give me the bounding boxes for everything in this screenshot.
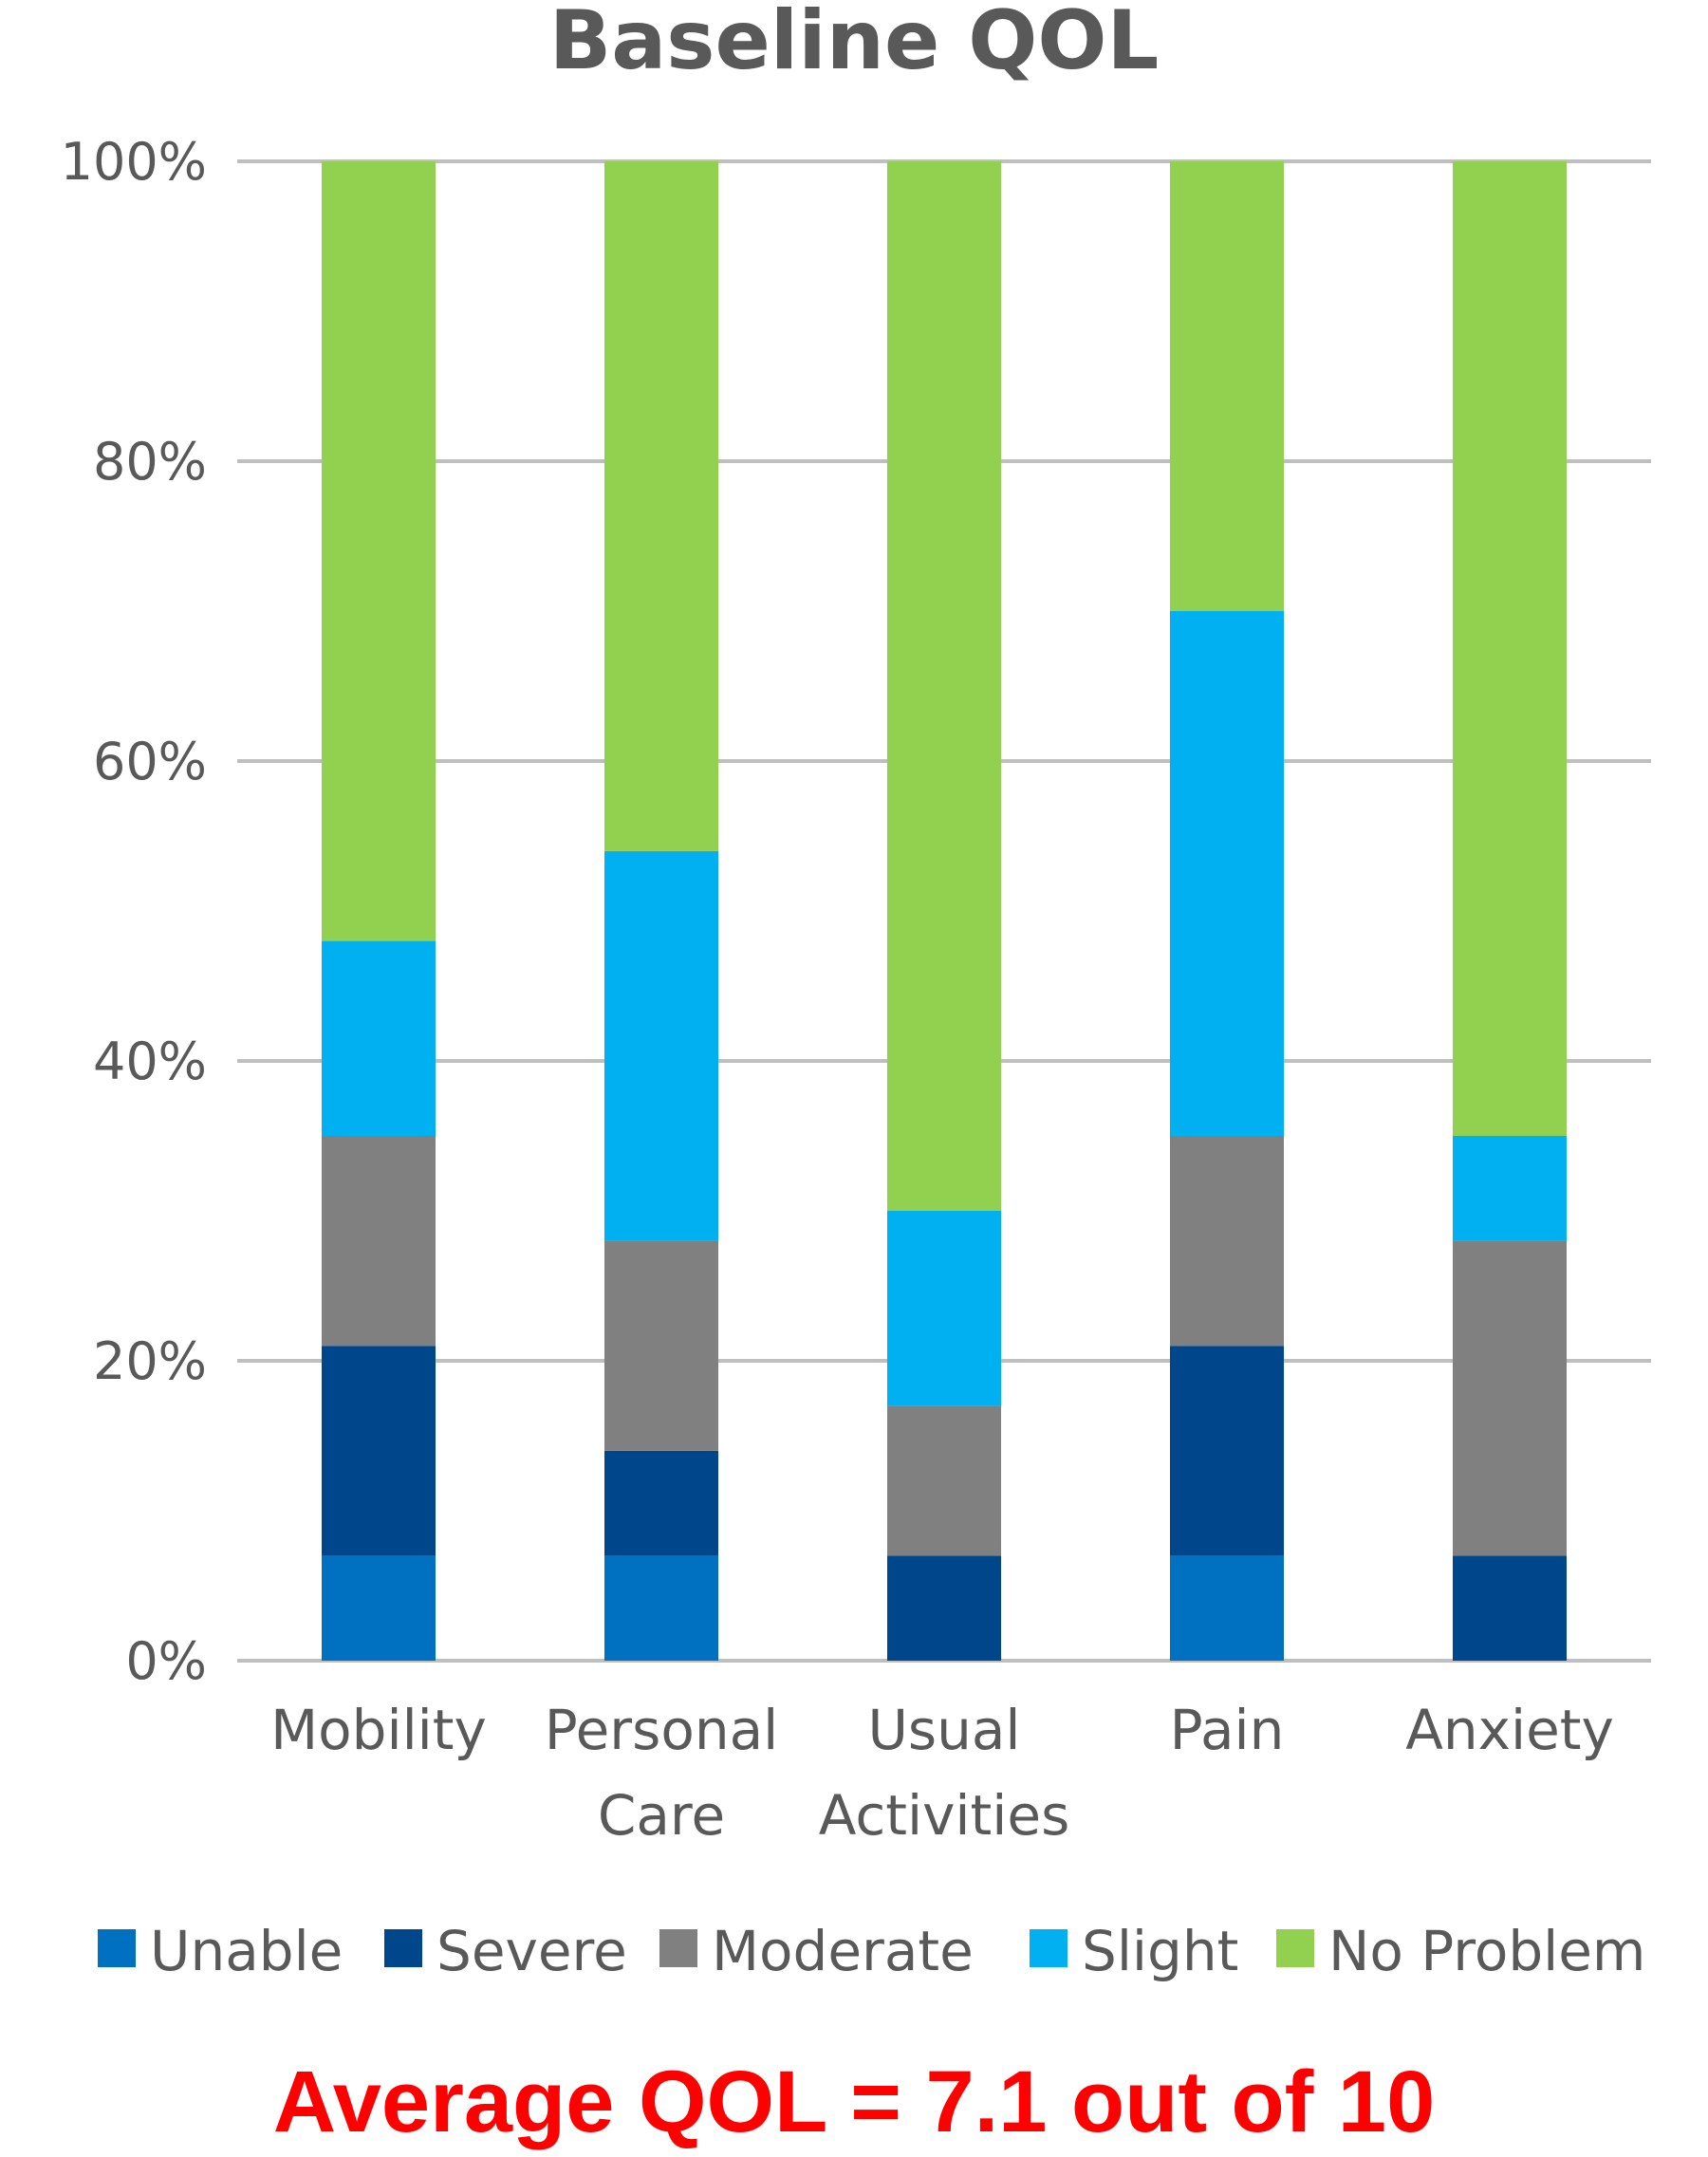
bar-segment-unable [604,1555,718,1661]
legend-label: No Problem [1328,1919,1645,1983]
x-category-label: Pain [1170,1698,1285,1762]
bar-segment-severe [1170,1346,1284,1556]
y-tick-label: 20% [93,1331,207,1391]
bar-segment-slight [887,1211,1001,1406]
y-tick-label: 100% [61,132,207,192]
x-axis-labels: Mobility Personal Care Usual Activities Pain A… [270,1698,1614,1848]
legend-label: Moderate [712,1919,974,1983]
bar-segment-moderate [1453,1240,1567,1556]
legend-swatch-no-problem [1276,1929,1314,1967]
legend-swatch-unable [98,1929,136,1967]
bar-segment-severe [604,1450,718,1556]
legend-swatch-moderate [659,1929,697,1967]
bar-segment-no-problem [1170,161,1284,611]
bar-segment-slight [604,850,718,1241]
bar-segment-moderate [1170,1136,1284,1347]
bar-segment-unable [1170,1555,1284,1661]
legend-swatch-slight [1030,1929,1068,1967]
bar-segment-moderate [887,1405,1001,1556]
y-tick-label: 40% [93,1032,207,1091]
legend-label: Slight [1082,1919,1238,1983]
bar-segment-slight [1453,1136,1567,1241]
y-tick-label: 80% [93,432,207,492]
bar-segment-moderate [322,1136,436,1347]
y-tick-label: 60% [93,732,207,791]
bar-segment-no-problem [1453,161,1567,1136]
bar-segment-unable [322,1555,436,1661]
bar-segment-severe [1453,1555,1567,1661]
bar-segment-no-problem [604,161,718,851]
bars [322,161,1567,1661]
y-axis-ticks: 0% 20% 40% 60% 80% 100% [61,132,207,1691]
chart-title: Baseline QOL [548,0,1160,88]
bar-segment-moderate [604,1240,718,1451]
bar-segment-severe [322,1346,436,1556]
legend-swatch-severe [384,1929,422,1967]
legend-label: Severe [436,1919,627,1983]
y-tick-label: 0% [125,1631,207,1691]
x-category-label: Anxiety [1405,1698,1614,1762]
x-category-label: Usual Activities [819,1698,1070,1848]
bar-segment-no-problem [887,161,1001,1211]
x-category-label: Personal Care [545,1698,779,1848]
bar-segment-no-problem [322,161,436,941]
bar-segment-slight [1170,611,1284,1136]
legend-label: Unable [150,1919,343,1983]
average-qol-note: Average QOL = 7.1 out of 10 [272,2054,1436,2150]
x-category-label: Mobility [270,1698,487,1762]
bar-segment-severe [887,1555,1001,1661]
legend: Unable Severe Moderate Slight No Problem [98,1919,1645,1983]
bar-segment-slight [322,940,436,1136]
